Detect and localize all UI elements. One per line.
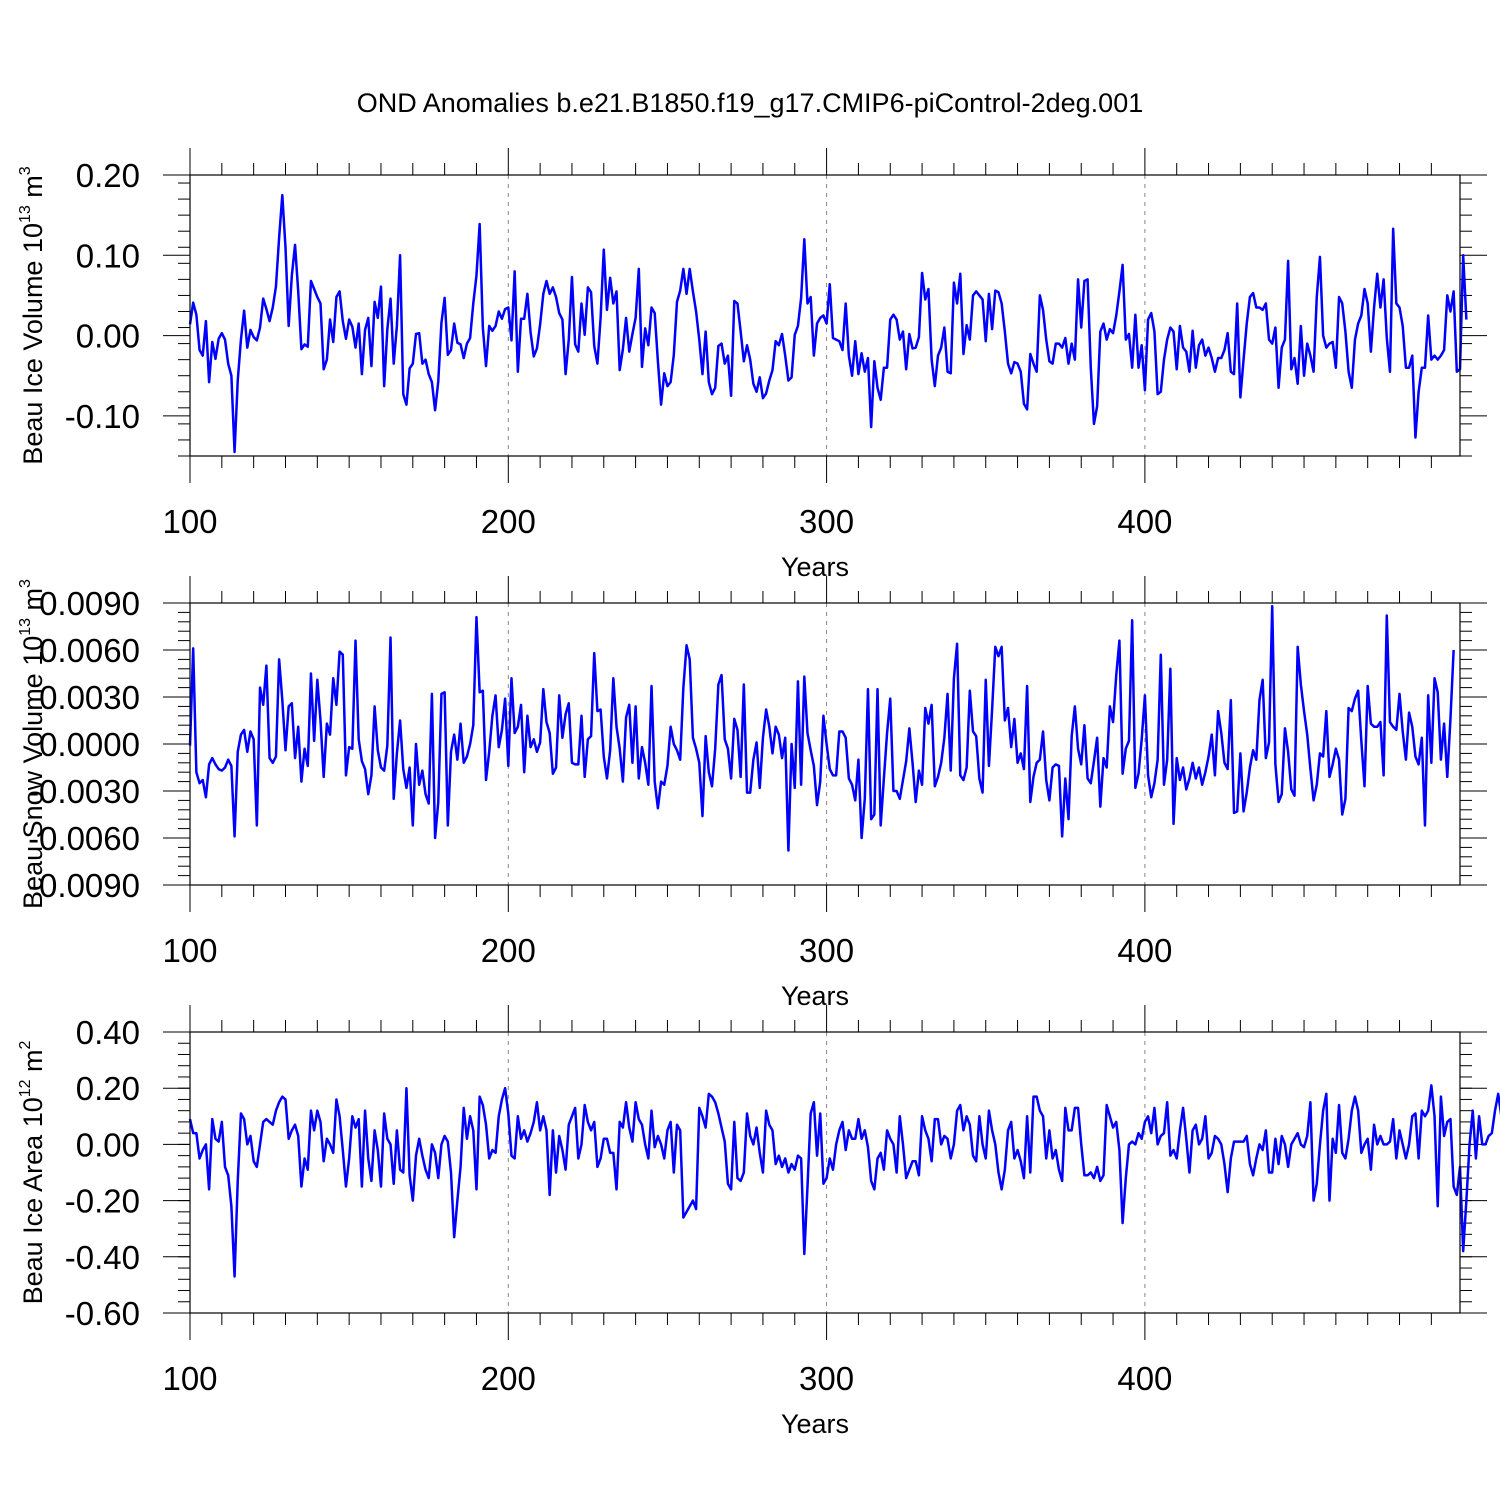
x-tick-label: 200	[481, 1360, 536, 1397]
chart-title: OND Anomalies b.e21.B1850.f19_g17.CMIP6-…	[357, 88, 1143, 118]
y-tick-label: -0.20	[65, 1183, 140, 1220]
y-tick-label: 0.0090	[39, 585, 140, 622]
panel-2: 100 200 300 400 0.0090 0.0060 0.0030 0.0000 -0.0…	[17, 576, 1487, 1011]
y-axis-title: Beau Ice Area 1012 m2	[17, 1040, 48, 1304]
y-tick-label: 0.10	[76, 237, 140, 274]
panel-1: 100 200 300 400 0.20 0.10 0.00 -0.10 Years Beau I…	[17, 148, 1487, 582]
y-tick-label: 0.0000	[39, 726, 140, 763]
y-tick-label: -0.0090	[28, 867, 140, 904]
y-tick-label: 0.0060	[39, 632, 140, 669]
y-tick-label: -0.40	[65, 1239, 140, 1276]
x-tick-label: 300	[799, 932, 854, 969]
data-series-line	[188, 1084, 1500, 1278]
x-tick-label: 400	[1117, 1360, 1172, 1397]
x-tick-label: 100	[162, 503, 217, 540]
y-tick-label: -0.0060	[28, 820, 140, 857]
x-axis-title: Years	[781, 981, 849, 1011]
x-tick-label: 400	[1117, 932, 1172, 969]
y-tick-label: 0.40	[76, 1014, 140, 1051]
x-tick-label: 200	[481, 932, 536, 969]
x-tick-label: 300	[799, 503, 854, 540]
x-tick-label: 100	[162, 1360, 217, 1397]
data-series-line	[188, 604, 1455, 852]
x-tick-label: 100	[162, 932, 217, 969]
plot-frame	[189, 1031, 1461, 1314]
y-tick-label: -0.60	[65, 1295, 140, 1332]
chart-panels: 100 200 300 400 0.20 0.10 0.00 -0.10 Years Beau I…	[17, 148, 1500, 1439]
x-axis-title: Years	[781, 1409, 849, 1439]
panel-3: 100 200 300 400 0.40 0.20 0.00 -0.20 -0.40 -0.60 Y…	[17, 1005, 1500, 1439]
y-tick-label: 0.20	[76, 1070, 140, 1107]
plot-frame	[189, 602, 1461, 886]
y-tick-label: -0.0030	[28, 773, 140, 810]
x-axis-title: Years	[781, 552, 849, 582]
y-tick-label: -0.10	[65, 398, 140, 435]
x-tick-label: 200	[481, 503, 536, 540]
y-tick-label: 0.20	[76, 157, 140, 194]
y-tick-label: 0.00	[76, 1126, 140, 1163]
y-axis-title: Beau Ice Volume 1013 m3	[17, 166, 48, 464]
data-series-line	[188, 193, 1468, 454]
plot-frame	[189, 174, 1461, 457]
y-axis-title: Beau Snow Volume 1013 m3	[17, 579, 48, 909]
y-tick-label: 0.0030	[39, 679, 140, 716]
x-tick-label: 400	[1117, 503, 1172, 540]
x-tick-label: 300	[799, 1360, 854, 1397]
y-tick-label: 0.00	[76, 318, 140, 355]
